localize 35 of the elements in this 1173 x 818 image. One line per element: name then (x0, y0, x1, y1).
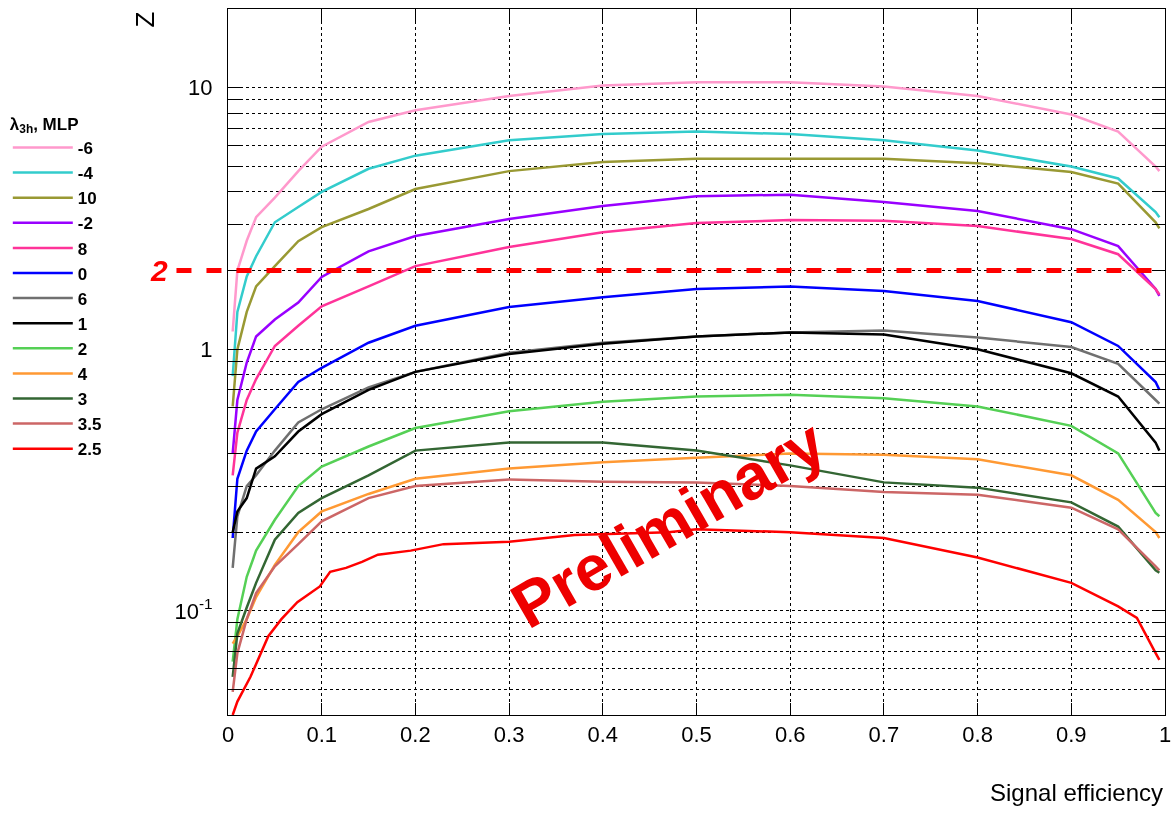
y-tick-label: 1 (200, 337, 213, 363)
x-tick-label: 0.9 (1056, 722, 1087, 748)
legend-label: -4 (77, 164, 94, 184)
x-tick-label: 0.2 (400, 722, 431, 748)
legend-label: -2 (77, 214, 93, 234)
legend-label: 10 (77, 189, 97, 209)
legend-label: 2.5 (77, 440, 102, 460)
x-tick-label: 0.1 (306, 722, 337, 748)
y-tick-label: 10 (188, 75, 213, 101)
legend-label: 8 (77, 239, 88, 259)
x-axis-title: Signal efficiency (990, 779, 1163, 806)
line-series (231, 157, 1161, 408)
y-tick-label: 10$^{-1}$ (174, 595, 213, 624)
x-tick-label: 0.5 (681, 722, 712, 748)
legend-label: 4 (77, 365, 88, 385)
x-tick-label: 0 (221, 722, 235, 748)
legend-label: -6 (77, 139, 93, 159)
legend-label: 0 (77, 264, 88, 284)
x-tick-label: 0.8 (962, 722, 993, 748)
legend-label: 3 (77, 390, 88, 410)
x-tick-label: 0.6 (774, 722, 806, 748)
legend-label: 3.5 (77, 415, 102, 435)
legend-title: λ$_{3h}$, MLP (9, 114, 79, 137)
legend-label: 1 (77, 314, 88, 334)
ref-line-label: 2 (150, 254, 168, 287)
legend-label: 2 (77, 339, 88, 359)
line-series (231, 130, 1161, 378)
legend-label: 6 (77, 289, 88, 309)
x-tick-label: 0.3 (493, 722, 525, 748)
x-tick-label: 0.4 (587, 722, 619, 748)
x-tick-label: 0.7 (868, 722, 900, 748)
line-series (231, 393, 1161, 663)
x-tick-label: 1 (1158, 722, 1172, 748)
y-axis-title: Z (130, 11, 161, 28)
line-series (231, 80, 1161, 333)
